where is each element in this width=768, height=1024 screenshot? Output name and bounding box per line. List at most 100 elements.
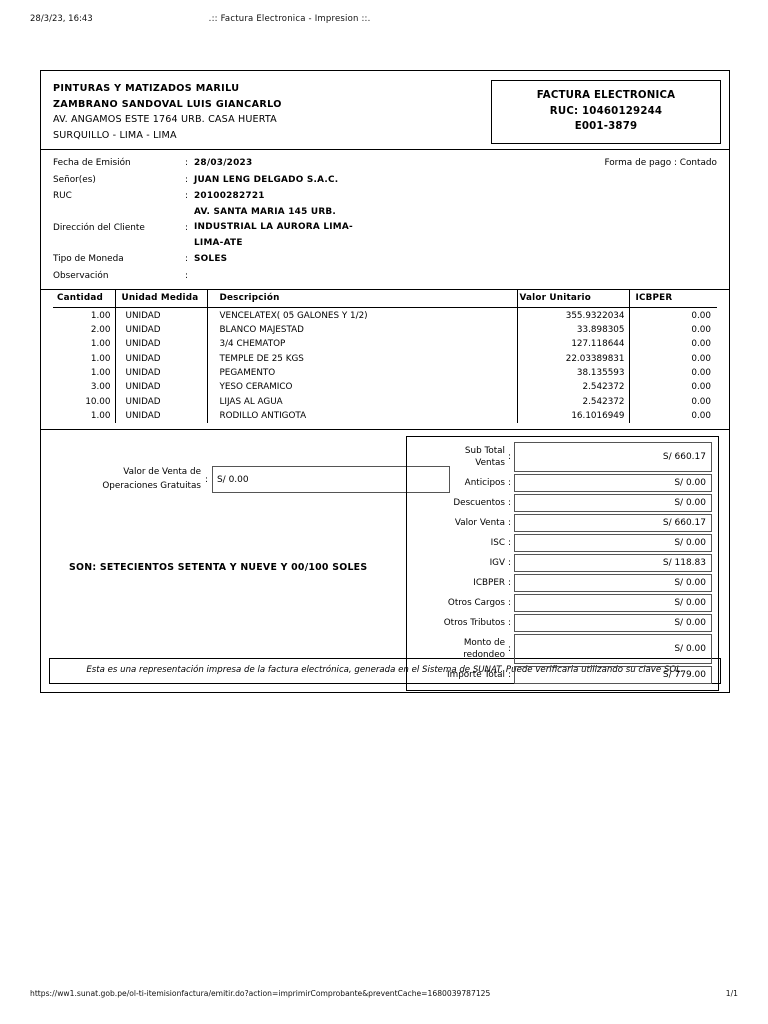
- total-value: S/ 779.00: [514, 666, 712, 685]
- free-operations-label-line1: Valor de Venta de: [123, 467, 201, 478]
- print-footer: https://ww1.sunat.gob.pe/ol-ti-itemision…: [0, 989, 768, 998]
- cell-cantidad: 1.00: [90, 339, 111, 350]
- cell-descripcion: BLANCO MAJESTAD: [206, 322, 517, 338]
- total-row: Anticipos: S/ 0.00: [413, 474, 712, 493]
- total-label-line1: ISC: [490, 538, 505, 549]
- items-table-head: Cantidad Unidad Medida Descripción Valor…: [53, 290, 717, 309]
- print-header-title: .:: Factura Electronica - Impresion ::.: [208, 14, 371, 24]
- colon: :: [508, 598, 511, 609]
- currency-label: Tipo de Moneda: [53, 254, 124, 265]
- total-label-line1: Valor Venta: [454, 518, 505, 529]
- cell-unidad-medida: UNIDAD: [114, 337, 207, 352]
- table-row: 1.00 UNIDAD TEMPLE DE 25 KGS 22.03389831 0.0…: [53, 351, 717, 366]
- items-header-row: Cantidad Unidad Medida Descripción Valor…: [53, 290, 717, 309]
- observation-label: Observación: [53, 270, 109, 281]
- colon: :: [508, 478, 511, 489]
- print-header-date: 28/3/23, 16:43: [30, 14, 93, 24]
- customer-info-section: Forma de pago : Contado Fecha de Emisión…: [41, 150, 729, 289]
- table-row: 2.00 UNIDAD BLANCO MAJESTAD 33.898305 0.00: [53, 322, 717, 338]
- cell-unidad-medida: UNIDAD: [114, 351, 207, 366]
- cell-icbper: 0.00: [628, 351, 717, 366]
- free-operations-label-line2: Operaciones Gratuitas: [102, 480, 201, 491]
- cell-cantidad: 1.00: [90, 310, 111, 321]
- colon: :: [185, 174, 188, 185]
- table-row: 1.00 UNIDAD VENCELATEX( 05 GALONES Y 1/2) 3…: [53, 307, 717, 323]
- row-observation: Observación :: [53, 268, 717, 285]
- total-label: Importe Total: [413, 669, 505, 681]
- customer-address-value: AV. SANTA MARIA 145 URB. INDUSTRIAL LA A…: [194, 205, 353, 252]
- total-row: IGV: S/ 118.83: [413, 554, 712, 573]
- cell-unidad-medida: UNIDAD: [114, 394, 207, 409]
- colon: :: [185, 270, 188, 281]
- table-row: 1.00 UNIDAD 3/4 CHEMATOP 127.118644 0.00: [53, 337, 717, 352]
- table-row: 1.00 UNIDAD PEGAMENTO 38.135593 0.00: [53, 365, 717, 381]
- total-label: Anticipos: [413, 477, 505, 489]
- colon: :: [185, 191, 188, 202]
- document-serie-number: E001-3879: [574, 121, 638, 132]
- row-currency: Tipo de Moneda : SOLES: [53, 251, 717, 268]
- total-value: S/ 118.83: [514, 554, 712, 573]
- cell-valor-unitario: 22.03389831: [516, 351, 629, 366]
- issuer-trade-name: PINTURAS Y MATIZADOS MARILU: [53, 83, 240, 94]
- total-value: S/ 0.00: [514, 594, 712, 613]
- total-label-line1: Sub Total: [464, 446, 505, 457]
- total-label: IGV: [413, 557, 505, 569]
- total-row: Descuentos: S/ 0.00: [413, 494, 712, 513]
- cell-icbper: 0.00: [628, 307, 717, 323]
- total-label-line1: Monto de: [463, 638, 505, 649]
- issuer-district: SURQUILLO - LIMA - LIMA: [53, 129, 177, 141]
- colon: :: [185, 222, 188, 233]
- issuer-details: PINTURAS Y MATIZADOS MARILU ZAMBRANO SAN…: [53, 81, 717, 143]
- total-value: S/ 0.00: [514, 494, 712, 513]
- fecha-emision-value: 28/03/2023: [194, 158, 253, 169]
- cell-descripcion: YESO CERAMICO: [206, 380, 517, 395]
- cell-unidad-medida: UNIDAD: [114, 365, 207, 381]
- customer-ruc-label: RUC: [53, 191, 72, 202]
- cell-icbper: 0.00: [628, 409, 717, 424]
- colon: :: [508, 452, 511, 463]
- colon: :: [508, 558, 511, 569]
- document-type-title: FACTURA ELECTRONICA: [536, 90, 676, 101]
- cell-icbper: 0.00: [628, 365, 717, 381]
- total-label-line1: IGV: [489, 558, 505, 569]
- total-label-line1: Otros Tributos: [443, 618, 505, 629]
- cell-unidad-medida: UNIDAD: [114, 380, 207, 395]
- free-operations-field: Valor de Venta de Operaciones Gratuitas …: [69, 466, 450, 494]
- colon: :: [508, 644, 511, 655]
- items-table-block: Cantidad Unidad Medida Descripción Valor…: [41, 289, 729, 431]
- customer-address-line3: LIMA-ATE: [194, 237, 243, 248]
- total-row: Valor Venta: S/ 660.17: [413, 514, 712, 533]
- customer-address-line2: INDUSTRIAL LA AURORA LIMA-: [194, 222, 353, 233]
- cell-icbper: 0.00: [628, 337, 717, 352]
- row-customer-address: Dirección del Cliente : AV. SANTA MARIA …: [53, 205, 717, 252]
- total-label-line1: Descuentos: [453, 498, 505, 509]
- col-cantidad: Cantidad: [53, 290, 115, 309]
- total-value: S/ 660.17: [514, 514, 712, 533]
- total-label-line1: Importe Total: [447, 670, 505, 681]
- senores-value: JUAN LENG DELGADO S.A.C.: [194, 174, 339, 185]
- table-row: 3.00 UNIDAD YESO CERAMICO 2.542372 0.00: [53, 380, 717, 395]
- total-label-line1: Otros Cargos: [447, 598, 505, 609]
- col-unidad-medida: Unidad Medida: [114, 290, 207, 309]
- sunat-disclaimer: Esta es una representación impresa de la…: [49, 658, 721, 684]
- print-footer-url: https://ww1.sunat.gob.pe/ol-ti-itemision…: [30, 989, 491, 998]
- total-row: ISC: S/ 0.00: [413, 534, 712, 553]
- totals-box: Sub Total Ventas: S/ 660.17 Anticipos: S/ 0.…: [406, 436, 719, 692]
- senores-label: Señor(es): [53, 174, 96, 185]
- total-row: Otros Cargos: S/ 0.00: [413, 594, 712, 613]
- customer-address-label: Dirección del Cliente: [53, 222, 145, 233]
- items-table-wrap: Cantidad Unidad Medida Descripción Valor…: [41, 290, 729, 424]
- customer-address-line1: AV. SANTA MARIA 145 URB.: [194, 206, 337, 217]
- total-row: Importe Total: S/ 779.00: [413, 666, 712, 685]
- customer-ruc-value: 20100282721: [194, 191, 265, 202]
- total-label: Monto de redondeo: [413, 637, 505, 661]
- issuer-ruc: RUC: 10460129244: [549, 105, 663, 117]
- cell-descripcion: RODILLO ANTIGOTA: [206, 409, 517, 424]
- total-row: Monto de redondeo: S/ 0.00: [413, 634, 712, 665]
- total-label-line2: Ventas: [475, 458, 505, 469]
- row-fecha-emision: Fecha de Emisión : 28/03/2023: [53, 155, 717, 172]
- total-label: Otros Cargos: [413, 597, 505, 609]
- cell-cantidad: 1.00: [90, 411, 111, 422]
- total-value: S/ 0.00: [514, 634, 712, 665]
